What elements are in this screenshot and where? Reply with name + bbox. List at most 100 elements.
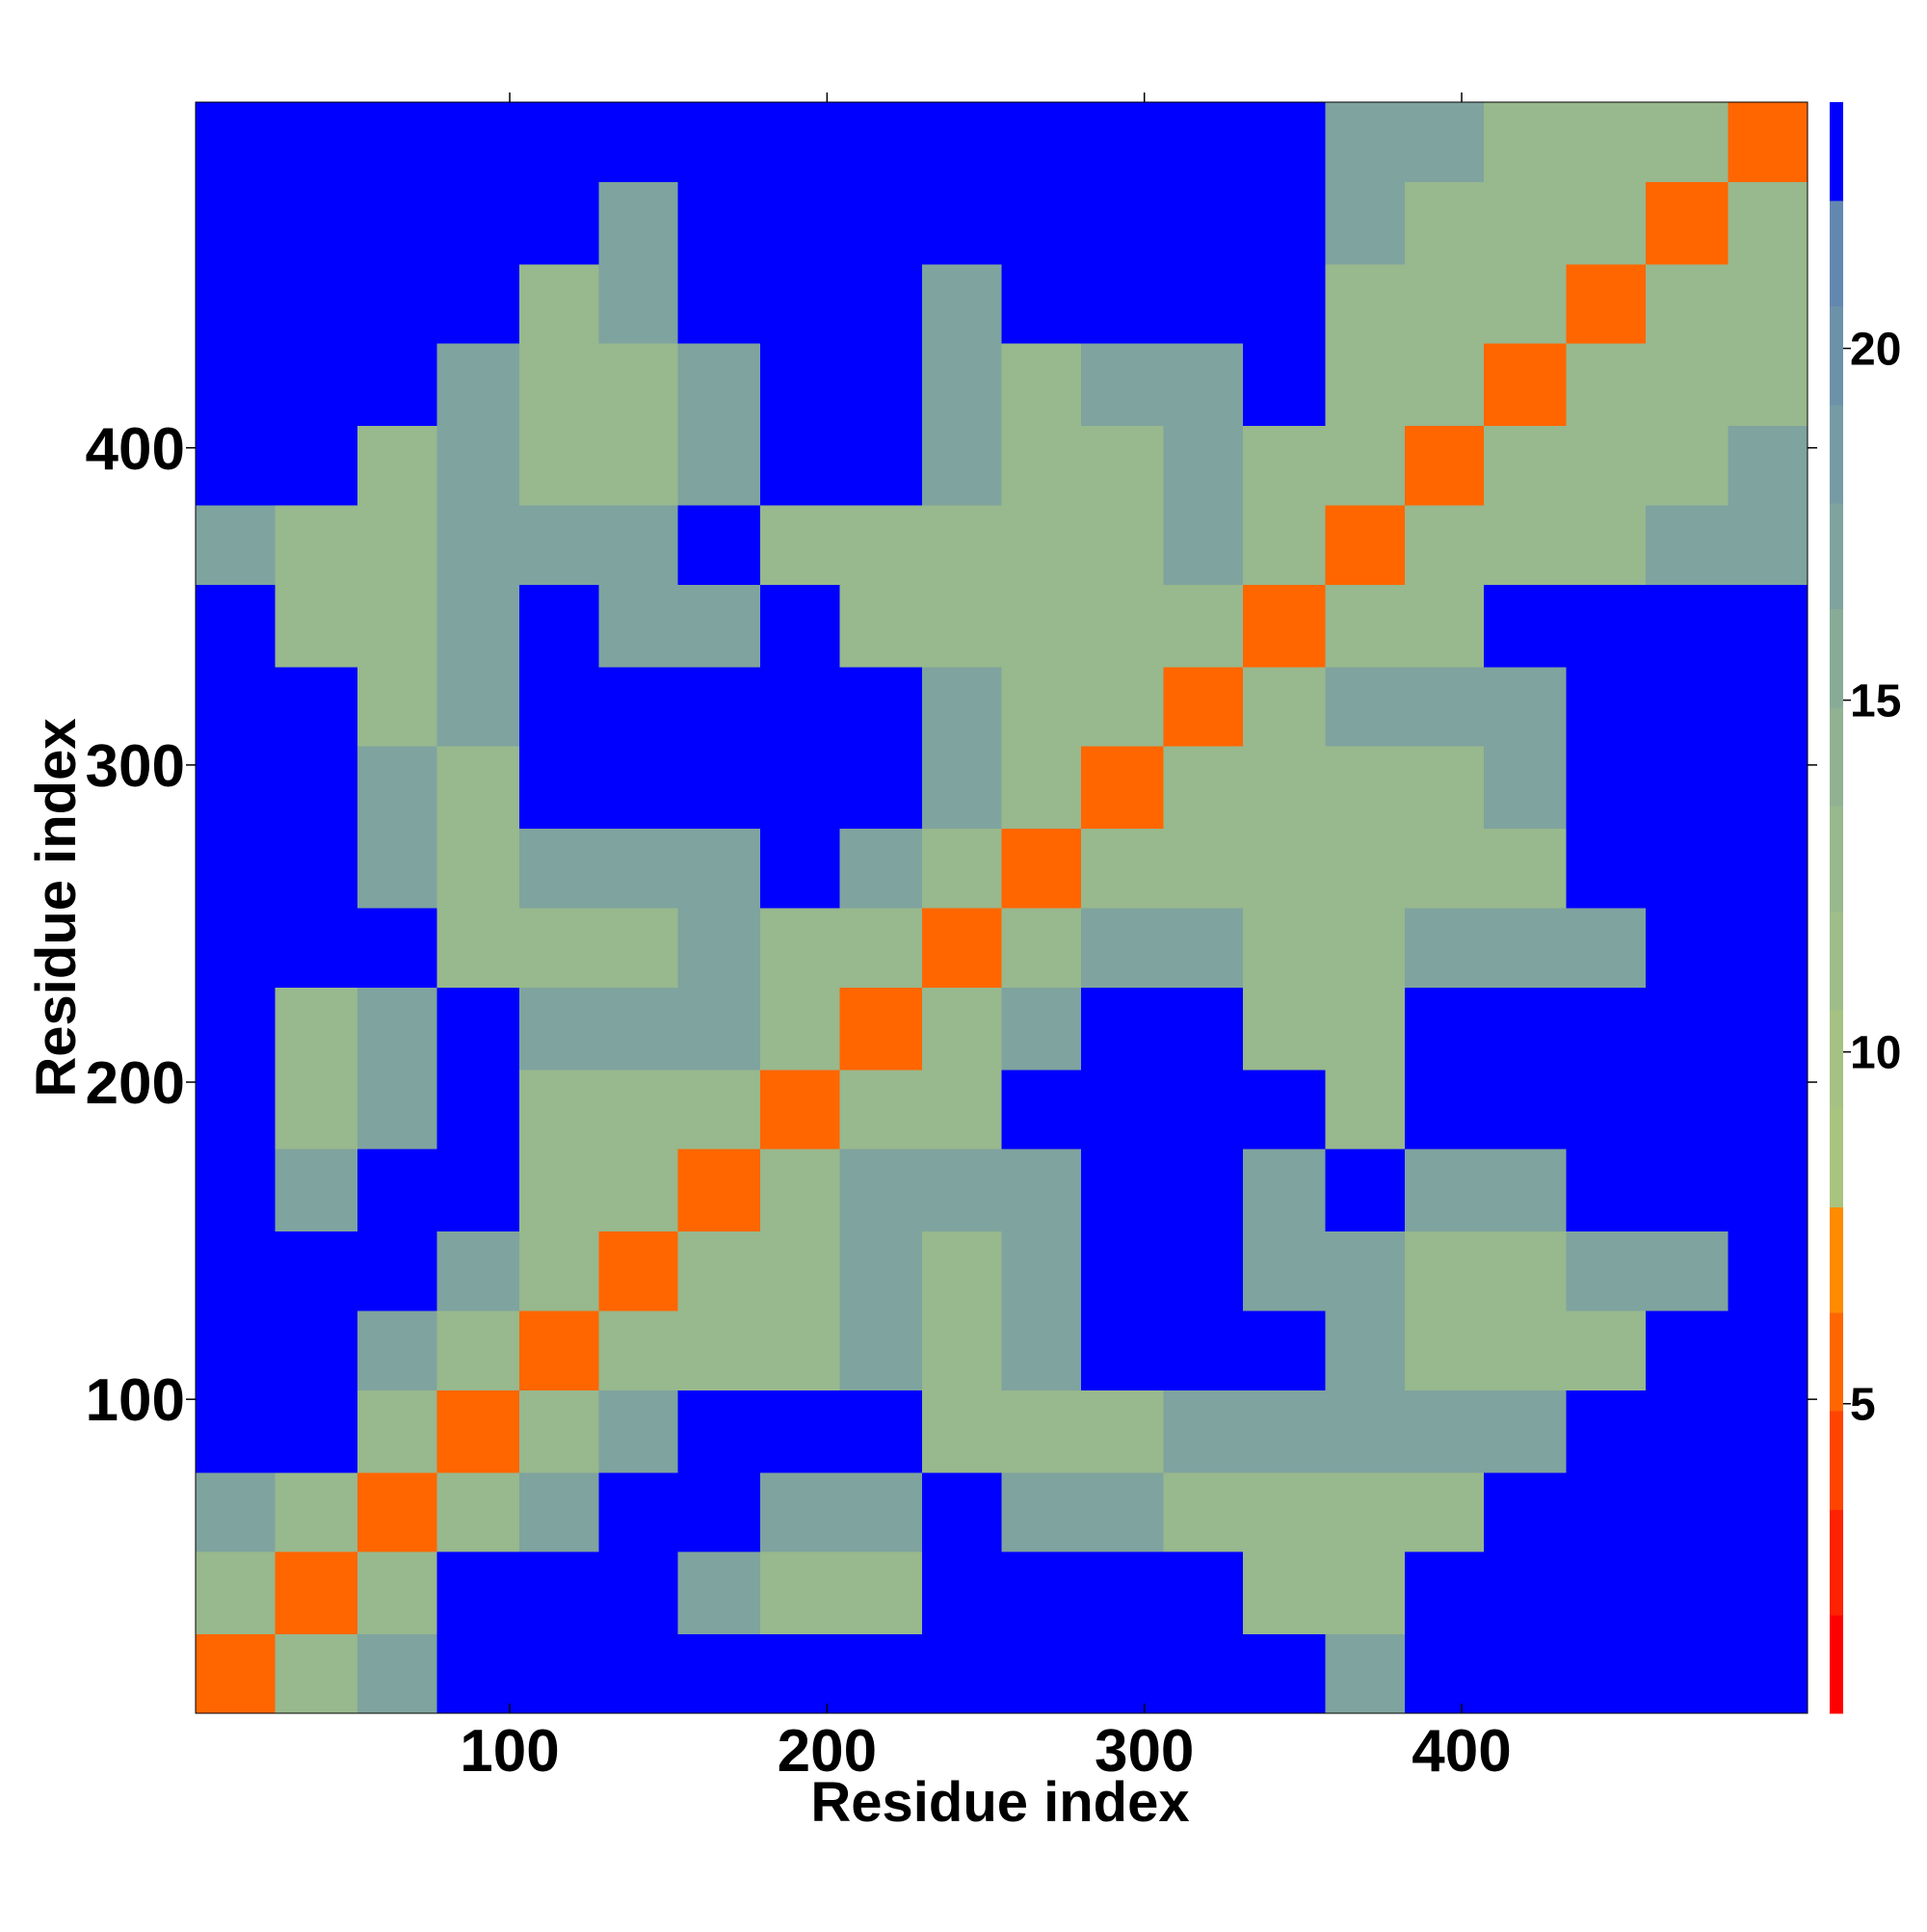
heatmap-cell [1001,1389,1082,1473]
heatmap-cell [1080,181,1164,265]
colorbar-band [1830,1206,1843,1313]
heatmap-cell [598,746,679,830]
heatmap-cell [436,1389,520,1473]
heatmap-cell [1404,828,1485,909]
heatmap-cell [1163,1633,1244,1714]
heatmap-cell [1163,666,1244,747]
heatmap-cell [922,746,1002,830]
heatmap-cell [839,181,923,265]
heatmap-cell [1242,987,1326,1071]
heatmap-cell [196,908,276,988]
heatmap-cell [1325,505,1406,585]
heatmap-cell [518,1149,599,1232]
heatmap-cell [1484,1633,1568,1714]
heatmap-cell [1566,343,1647,427]
heatmap-cell [1646,1471,1729,1552]
heatmap-cell [1001,102,1082,182]
heatmap-cell [1566,1389,1647,1473]
heatmap-cell [922,1551,1002,1635]
heatmap-cell [760,425,841,506]
heatmap-cell [839,1633,923,1714]
heatmap-cell [760,1633,841,1714]
heatmap-cell [1646,908,1729,988]
heatmap-cell [356,666,437,747]
x-axis-title: Residue index [810,1771,1189,1834]
heatmap-cell [760,1149,841,1232]
heatmap-cell [1080,666,1164,747]
heatmap-cell [1566,1551,1647,1635]
heatmap-cell [1484,1389,1568,1473]
heatmap-cell [275,1389,358,1473]
heatmap-cell [1728,343,1808,427]
heatmap-cell [1728,584,1808,668]
heatmap-cell [760,263,841,344]
heatmap-cell [1325,1149,1406,1232]
heatmap-cell [1242,746,1326,830]
heatmap-cell [1001,828,1082,909]
heatmap-cell [1484,1069,1568,1150]
heatmap-cell [1242,505,1326,585]
heatmap-cell [1242,425,1326,506]
heatmap-cell [1566,746,1647,830]
heatmap-cell [839,102,923,182]
heatmap-cell [677,1231,761,1311]
heatmap-cell [760,505,841,585]
heatmap-cell [1242,1551,1326,1635]
heatmap-cell [1728,263,1808,344]
heatmap-cell [1646,425,1729,506]
colorbar-band [1830,200,1843,307]
heatmap-cell [436,1231,520,1311]
heatmap-cell [1728,1551,1808,1635]
heatmap-cell [922,425,1002,506]
heatmap-cell [760,1471,841,1552]
heatmap-cell [196,1069,276,1150]
heatmap-cell [1404,343,1485,427]
heatmap-cell [1646,181,1729,265]
heatmap-cell [1646,828,1729,909]
heatmap-cell [1566,425,1647,506]
heatmap-cell [1325,1471,1406,1552]
heatmap-cell [1242,1149,1326,1232]
heatmap-cell [436,1633,520,1714]
heatmap-cell [1404,1551,1485,1635]
heatmap-cell [677,666,761,747]
heatmap-cell [1001,1069,1082,1150]
colorbar-band [1830,305,1843,406]
heatmap-cell [518,908,599,988]
heatmap-cell [839,263,923,344]
heatmap-cell [1646,584,1729,668]
heatmap-cell [1484,1471,1568,1552]
heatmap-cell [275,102,358,182]
heatmap-cell [1325,1069,1406,1150]
heatmap-cell [1242,1633,1326,1714]
heatmap-cell [1080,828,1164,909]
heatmap-cell [196,1389,276,1473]
heatmap-cell [1646,1389,1729,1473]
heatmap-cell [1163,584,1244,668]
heatmap-cell [839,1069,923,1150]
heatmap-cell [356,263,437,344]
heatmap-cell [598,828,679,909]
heatmap-cell [1163,828,1244,909]
heatmap-cell [196,343,276,427]
heatmap-cell [1001,1471,1082,1552]
heatmap-cell [677,746,761,830]
heatmap-cell [1484,828,1568,909]
heatmap-cell [760,746,841,830]
heatmap-cell [275,425,358,506]
heatmap-cell [1566,584,1647,668]
heatmap-cell [1728,908,1808,988]
heatmap-cell [436,505,520,585]
heatmap-cell [1080,1471,1164,1552]
heatmap-cell [1484,505,1568,585]
heatmap-cell [275,263,358,344]
heatmap-cell [1566,1231,1647,1311]
heatmap-cell [1163,181,1244,265]
heatmap-cell [1163,263,1244,344]
heatmap-cell [922,1471,1002,1552]
heatmap-cell [275,343,358,427]
heatmap-cell [1728,181,1808,265]
heatmap-cell [356,908,437,988]
heatmap-cell [677,1633,761,1714]
